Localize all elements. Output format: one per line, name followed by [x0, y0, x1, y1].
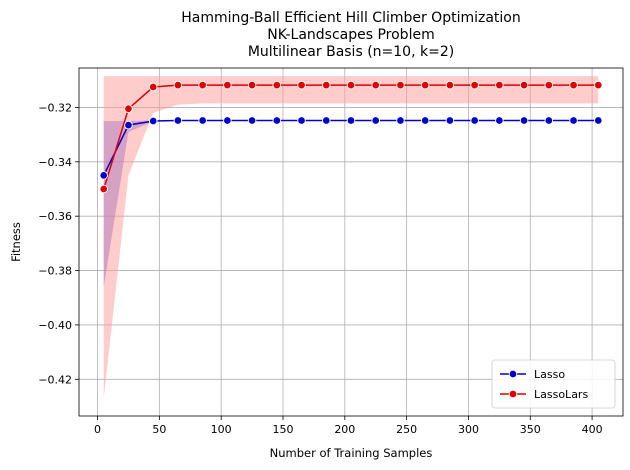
data-point-lasso	[420, 116, 430, 125]
chart-title-line-2: NK-Landscapes Problem	[267, 27, 434, 43]
x-tick-label: 250	[396, 423, 417, 436]
data-point-lasso	[519, 116, 529, 125]
data-point-lassolars	[445, 80, 455, 90]
x-tick-label: 350	[520, 423, 541, 436]
data-point-lassolars	[519, 80, 529, 90]
data-point-lasso	[173, 116, 183, 125]
legend-swatch-marker	[508, 369, 518, 379]
confidence-band-lassolars	[103, 76, 599, 399]
y-tick-label: −0.40	[38, 319, 72, 332]
x-tick-label: 100	[211, 423, 232, 436]
data-point-lassolars	[148, 82, 158, 92]
data-point-lassolars	[297, 80, 306, 90]
data-point-lassolars	[594, 80, 603, 90]
data-point-lassolars	[124, 104, 133, 114]
x-axis-label: Number of Training Samples	[270, 446, 433, 460]
data-point-lasso	[396, 116, 405, 125]
data-point-lasso	[99, 171, 108, 180]
y-tick-label: −0.38	[38, 265, 72, 278]
data-point-lassolars	[322, 80, 331, 90]
y-tick-label: −0.34	[38, 156, 72, 169]
data-point-lasso	[322, 116, 331, 125]
series-points	[99, 80, 603, 194]
data-point-lasso	[297, 116, 306, 125]
data-point-lasso	[495, 116, 504, 125]
data-point-lasso	[346, 116, 356, 125]
grid	[79, 68, 623, 416]
data-point-lasso	[544, 116, 554, 125]
data-point-lassolars	[396, 80, 405, 90]
data-point-lassolars	[470, 80, 479, 90]
data-point-lassolars	[173, 80, 183, 90]
data-point-lassolars	[420, 80, 430, 90]
data-point-lasso	[272, 116, 282, 125]
x-tick-label: 400	[582, 423, 603, 436]
chart-title-line-1: Hamming-Ball Efficient Hill Climber Opti…	[181, 10, 521, 26]
confidence-band-lasso	[103, 120, 599, 287]
legend: Lasso LassoLars	[491, 359, 616, 409]
plot-frame	[78, 67, 624, 417]
x-tick-label: 0	[94, 423, 101, 436]
y-axis-ticks: −0.42 −0.40 −0.38 −0.36 −0.34 −0.32	[38, 101, 79, 386]
data-point-lassolars	[544, 80, 554, 90]
y-tick-label: −0.42	[38, 373, 72, 386]
y-tick-label: −0.32	[38, 101, 72, 114]
data-point-lassolars	[272, 80, 282, 90]
data-point-lasso	[198, 116, 207, 125]
data-point-lasso	[569, 116, 578, 125]
series-line-lasso	[103, 119, 599, 176]
legend-label-lasso: Lasso	[534, 368, 565, 381]
data-point-lasso	[371, 116, 380, 125]
data-point-lassolars	[371, 80, 380, 90]
legend-frame	[491, 359, 616, 409]
data-point-lassolars	[99, 184, 108, 194]
x-axis-ticks: 0 50 100 150 200 250 300 350 400	[94, 416, 603, 436]
legend-swatch-marker	[508, 389, 518, 399]
chart-title: Hamming-Ball Efficient Hill Climber Opti…	[181, 10, 521, 60]
x-tick-label: 50	[152, 423, 166, 436]
x-tick-label: 300	[458, 423, 479, 436]
data-point-lassolars	[247, 80, 257, 90]
confidence-bands	[103, 76, 599, 399]
x-tick-label: 150	[273, 423, 294, 436]
data-point-lasso	[247, 116, 257, 125]
data-point-lasso	[223, 116, 232, 125]
x-tick-label: 200	[334, 423, 355, 436]
data-point-lassolars	[223, 80, 232, 90]
data-point-lassolars	[495, 80, 504, 90]
data-point-lasso	[594, 116, 603, 125]
data-point-lassolars	[569, 80, 578, 90]
data-point-lassolars	[346, 80, 356, 90]
data-point-lasso	[470, 116, 479, 125]
data-point-lasso	[148, 116, 158, 126]
data-point-lasso	[124, 120, 133, 130]
data-point-lasso	[445, 116, 455, 125]
chart-title-line-3: Multilinear Basis (n=10, k=2)	[248, 44, 454, 60]
data-point-lassolars	[198, 80, 207, 90]
y-axis-label: Fitness	[9, 222, 23, 262]
y-tick-label: −0.36	[38, 210, 72, 223]
legend-label-lassolars: LassoLars	[534, 388, 588, 401]
